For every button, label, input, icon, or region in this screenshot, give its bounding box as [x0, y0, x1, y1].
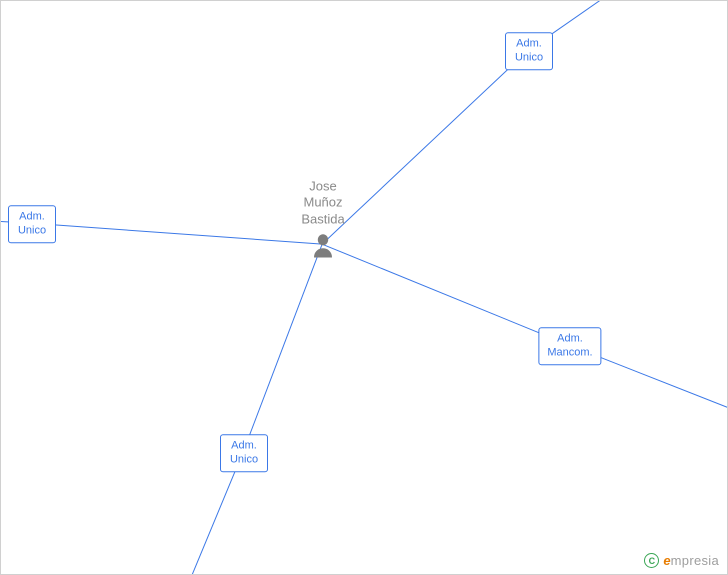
- edge-layer: [1, 1, 727, 574]
- network-node[interactable]: Adm. Unico: [220, 434, 268, 472]
- network-node[interactable]: Adm. Unico: [8, 205, 56, 243]
- diagram-canvas: Jose Muñoz Bastida C empresia Adm. Unico…: [0, 0, 728, 575]
- network-node[interactable]: Adm. Mancom.: [538, 327, 601, 365]
- network-node[interactable]: Adm. Unico: [505, 32, 553, 70]
